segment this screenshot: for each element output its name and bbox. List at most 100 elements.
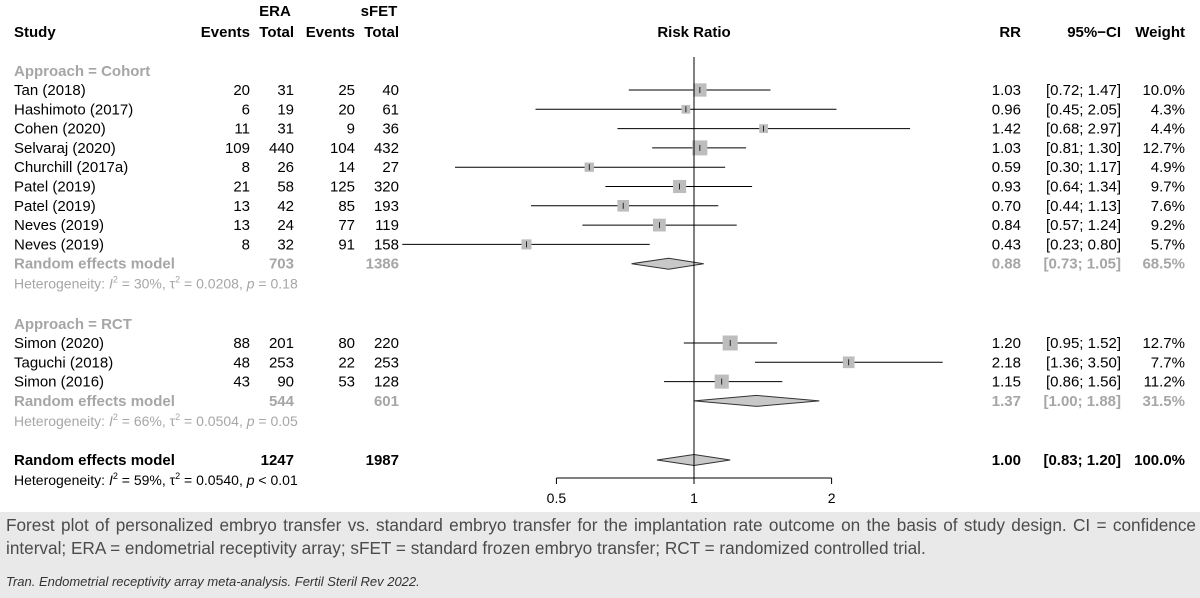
het-part: = 0.0540, — [180, 472, 247, 488]
study-ci: [1.36; 3.50] — [1046, 354, 1121, 371]
header-sfet: sFET — [361, 3, 398, 20]
study-era-events: 13 — [233, 198, 250, 215]
study-sfet-events: 104 — [330, 140, 355, 157]
study-weight: 9.2% — [1151, 217, 1185, 234]
study-era-total: 31 — [277, 121, 294, 138]
header-ci: 95%−CI — [1067, 24, 1121, 41]
cohort-summary-sfet-total: 1386 — [366, 256, 399, 273]
study-ci: [0.45; 2.05] — [1046, 101, 1121, 118]
cohort-summary-rr: 0.88 — [992, 256, 1021, 273]
study-rr: 1.42 — [992, 121, 1021, 138]
study-era-events: 43 — [233, 374, 250, 391]
study-era-total: 31 — [277, 82, 294, 99]
study-sfet-total: 119 — [375, 217, 399, 234]
overall-summary-ci: [0.83; 1.20] — [1043, 452, 1121, 469]
study-sfet-total: 128 — [374, 374, 399, 391]
study-rr: 0.43 — [992, 236, 1021, 253]
study-name: Patel (2019) — [14, 198, 96, 215]
cohort-summary-weight: 68.5% — [1142, 256, 1185, 273]
study-era-total: 26 — [277, 159, 294, 176]
het-part: = 66%, τ — [118, 413, 176, 429]
het-part: = 0.0208, — [180, 276, 247, 292]
study-era-events: 6 — [242, 101, 250, 118]
study-weight: 4.4% — [1151, 121, 1185, 138]
study-sfet-events: 77 — [338, 217, 355, 234]
study-era-total: 58 — [277, 179, 294, 196]
study-sfet-total: 40 — [382, 82, 399, 99]
het-part: = 0.05 — [255, 413, 298, 429]
study-weight: 7.6% — [1151, 198, 1185, 215]
study-name: Churchill (2017a) — [14, 159, 128, 176]
header-rr: RR — [999, 24, 1021, 41]
het-part: p — [246, 413, 255, 429]
rct-summary-rr: 1.37 — [992, 393, 1021, 410]
study-era-total: 19 — [277, 101, 294, 118]
het-part: 2 — [113, 412, 118, 422]
study-era-events: 20 — [233, 82, 250, 99]
figure-caption: Forest plot of personalized embryo trans… — [6, 515, 1196, 558]
group-label-rct: Approach = RCT — [14, 316, 132, 333]
study-sfet-events: 80 — [338, 335, 355, 352]
study-ci: [0.95; 1.52] — [1046, 335, 1121, 352]
study-rr: 0.96 — [992, 101, 1021, 118]
het-part: Heterogeneity: — [14, 276, 109, 292]
het-part: p — [246, 276, 255, 292]
study-weight: 11.2% — [1144, 374, 1185, 391]
het-part: = 59%, τ — [118, 472, 176, 488]
study-rr: 0.59 — [992, 159, 1021, 176]
study-sfet-total: 193 — [374, 198, 399, 215]
het-part: 2 — [175, 412, 180, 422]
study-name: Selvaraj (2020) — [14, 140, 116, 157]
rct-summary-label: Random effects model — [14, 393, 175, 410]
study-name: Patel (2019) — [14, 179, 96, 196]
study-era-events: 21 — [233, 179, 250, 196]
study-sfet-total: 220 — [374, 335, 399, 352]
cohort-summary-ci: [0.73; 1.05] — [1043, 256, 1121, 273]
study-sfet-events: 125 — [330, 179, 355, 196]
het-part: p — [246, 472, 255, 488]
study-sfet-events: 14 — [338, 159, 355, 176]
study-ci: [0.81; 1.30] — [1046, 140, 1121, 157]
study-era-total: 90 — [277, 374, 294, 391]
het-part: Heterogeneity: — [14, 413, 109, 429]
study-name: Hashimoto (2017) — [14, 101, 133, 118]
study-sfet-events: 85 — [338, 198, 355, 215]
study-weight: 12.7% — [1142, 140, 1185, 157]
study-weight: 12.7% — [1142, 335, 1185, 352]
figure-source: Tran. Endometrial receptivity array meta… — [6, 574, 420, 589]
het-part: = 0.18 — [255, 276, 298, 292]
study-rr: 1.03 — [992, 82, 1021, 99]
study-ci: [0.72; 1.47] — [1046, 82, 1121, 99]
rct-summary-ci: [1.00; 1.88] — [1043, 393, 1121, 410]
x-tick-label: 2 — [828, 490, 836, 506]
study-weight: 7.7% — [1151, 354, 1185, 371]
study-sfet-events: 9 — [347, 121, 355, 138]
overall-summary-rr: 1.00 — [992, 452, 1021, 469]
overall-summary-weight: 100.0% — [1134, 452, 1185, 469]
het-part: 2 — [113, 471, 118, 481]
header-study: Study — [14, 24, 56, 41]
study-rr: 0.93 — [992, 179, 1021, 196]
study-era-total: 201 — [269, 335, 294, 352]
study-sfet-total: 432 — [374, 140, 399, 157]
study-sfet-total: 320 — [374, 179, 399, 196]
study-sfet-total: 158 — [374, 236, 399, 253]
study-sfet-total: 253 — [374, 354, 399, 371]
study-era-events: 11 — [234, 121, 250, 138]
study-name: Cohen (2020) — [14, 121, 106, 138]
study-ci: [0.68; 2.97] — [1046, 121, 1121, 138]
header-weight: Weight — [1135, 24, 1185, 41]
study-ci: [0.64; 1.34] — [1046, 179, 1121, 196]
study-ci: [0.57; 1.24] — [1046, 217, 1121, 234]
het-part: = 0.0504, — [180, 413, 247, 429]
het-part: < 0.01 — [255, 472, 298, 488]
study-sfet-events: 20 — [338, 101, 355, 118]
rct-summary-diamond — [693, 394, 820, 407]
overall-summary-sfet-total: 1987 — [366, 452, 399, 469]
study-ci: [0.23; 0.80] — [1046, 236, 1121, 253]
header-era-events: Events — [201, 24, 250, 41]
header-sfet-events: Events — [306, 24, 355, 41]
forest-plot: ERA sFET Study Events Total Events Total Risk R… — [0, 0, 1200, 512]
study-rr: 2.18 — [992, 354, 1021, 371]
group-label-cohort: Approach = Cohort — [14, 63, 150, 80]
